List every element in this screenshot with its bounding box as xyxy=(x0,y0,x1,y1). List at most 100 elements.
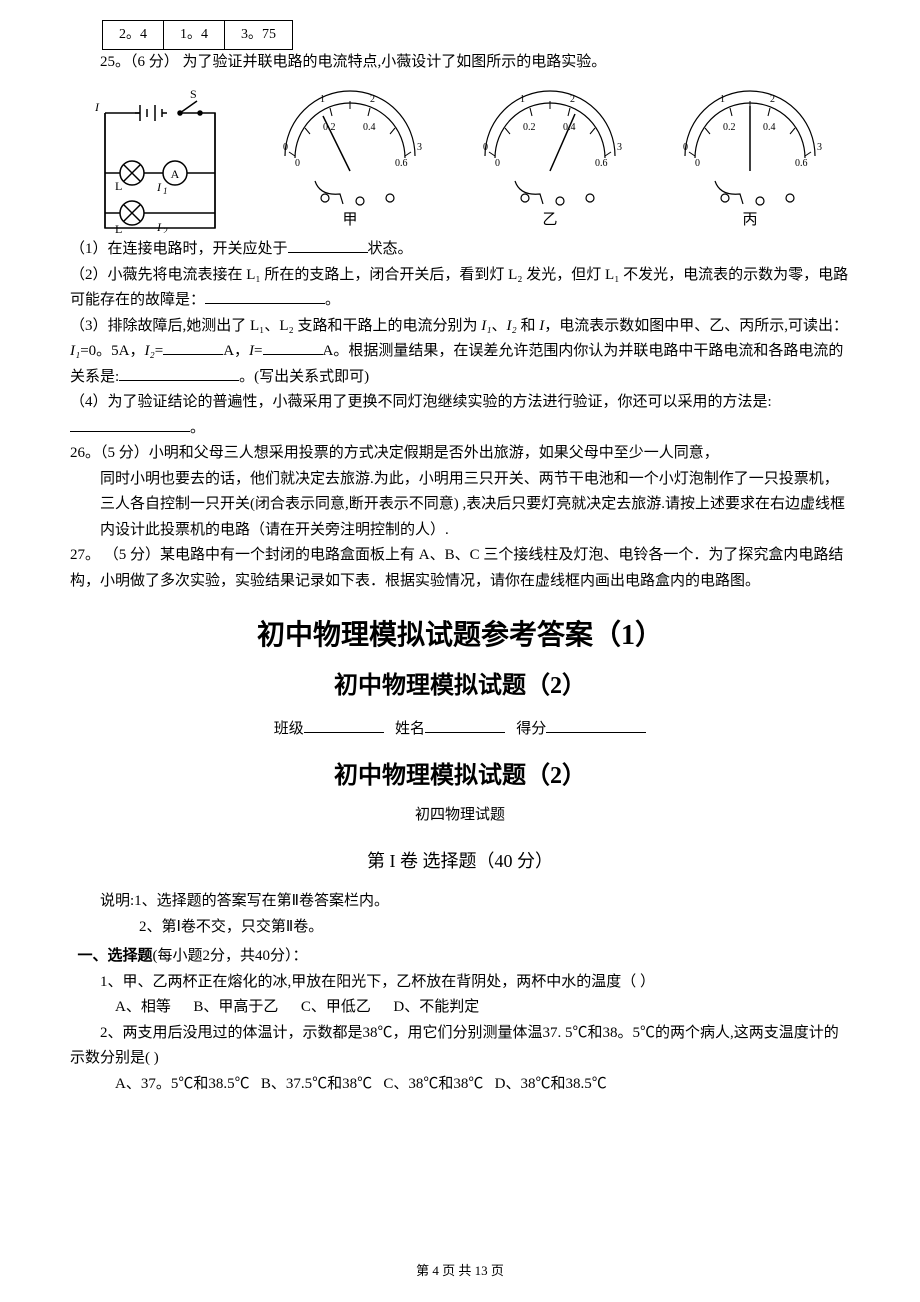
text: ，电流表示数如图中甲、乙、丙所示,可读出： xyxy=(544,318,848,334)
var-i2: I₂ xyxy=(145,343,155,359)
svg-text:0.6: 0.6 xyxy=(595,158,608,169)
q25-p3: （3）排除故障后,她测出了 L₁、L₂ 支路和干路上的电流分别为 I₁、I₂ 和… xyxy=(70,314,850,391)
ammeter-svg: 0 1 2 3 0 0.2 0.4 0.6 – 0.6 3 xyxy=(665,86,835,206)
table-cell: 3。75 xyxy=(225,21,293,50)
mcq1-d: D、不能判定 xyxy=(393,999,479,1015)
q25-stem: 25。（6 分） 为了验证并联电路的电流特点,小薇设计了如图所示的电路实验。 xyxy=(70,50,850,76)
document-page: 2。4 1。4 3。75 25。（6 分） 为了验证并联电路的电流特点,小薇设计… xyxy=(0,0,920,1302)
svg-text:2: 2 xyxy=(570,94,575,105)
q26-number: 26。（5 分） xyxy=(70,445,149,461)
ammeter-svg: 0 1 2 3 0 0.2 0.4 0.6 – 0.6 3 xyxy=(465,86,635,206)
var-i1: I₁ xyxy=(70,343,80,359)
svg-text:0: 0 xyxy=(483,142,488,153)
text: =0。5A， xyxy=(80,343,144,359)
small-data-table: 2。4 1。4 3。75 xyxy=(102,20,293,50)
instr-2: 2、第Ⅰ卷不交，只交第Ⅱ卷。 xyxy=(100,915,323,941)
blank xyxy=(546,717,646,733)
blank xyxy=(70,416,190,432)
ammeter-svg: 0 1 2 3 0 0.2 0.4 0.6 – 0.6 3 xyxy=(265,86,435,206)
blank xyxy=(425,717,505,733)
blank xyxy=(205,288,325,304)
svg-text:0.4: 0.4 xyxy=(563,122,576,133)
diagram-row: A I S L I 1 L xyxy=(70,83,850,233)
svg-text:3: 3 xyxy=(817,142,822,153)
svg-text:0.4: 0.4 xyxy=(763,122,776,133)
ammeter-label: 乙 xyxy=(542,208,557,234)
blank xyxy=(263,339,323,355)
label-score: 得分 xyxy=(516,721,546,737)
mcq2-c: C、38℃和38℃ xyxy=(383,1076,483,1092)
svg-text:0.2: 0.2 xyxy=(523,122,536,133)
svg-text:0.2: 0.2 xyxy=(323,122,336,133)
ammeter-label: 甲 xyxy=(342,208,357,234)
blank xyxy=(288,237,368,253)
svg-text:L: L xyxy=(115,179,122,193)
blank xyxy=(304,717,384,733)
mcq1-b: B、甲高于乙 xyxy=(193,999,278,1015)
text: （3）排除故障后,她测出了 L₁、L₂ 支路和干路上的电流分别为 xyxy=(70,318,481,334)
text: （2）小薇先将电流表接在 L₁ 所在的支路上，闭合开关后，看到灯 L₂ 发光，但… xyxy=(70,267,848,309)
svg-text:I: I xyxy=(156,220,162,233)
mcq2-a: A、37。5℃和38.5℃ xyxy=(115,1076,250,1092)
svg-text:I: I xyxy=(94,100,100,114)
q25-p1: （1）在连接电路时，开关应处于 状态。 xyxy=(70,237,850,263)
svg-text:3: 3 xyxy=(417,142,422,153)
q26: 26。（5 分）小明和父母三人想采用投票的方式决定假期是否外出旅游，如果父母中至… xyxy=(70,441,850,543)
q27-number: 27。 （5 分） xyxy=(70,547,160,563)
svg-text:1: 1 xyxy=(320,94,325,105)
text: 状态。 xyxy=(368,241,413,257)
mcq1-c: C、甲低乙 xyxy=(301,999,371,1015)
q25-text: 为了验证并联电路的电流特点,小薇设计了如图所示的电路实验。 xyxy=(179,54,607,70)
mcq1-choices: A、相等 B、甲高于乙 C、甲低乙 D、不能判定 xyxy=(70,995,850,1021)
text: （1）在连接电路时，开关应处于 xyxy=(70,241,288,257)
label-class: 班级 xyxy=(274,721,304,737)
var-i1: I₁ xyxy=(481,318,491,334)
svg-text:0.6: 0.6 xyxy=(395,158,408,169)
text: 、 xyxy=(492,318,507,334)
q27: 27。 （5 分）某电路中有一个封闭的电路盒面板上有 A、B、C 三个接线柱及灯… xyxy=(70,543,850,594)
text: = xyxy=(155,343,163,359)
svg-text:A: A xyxy=(171,167,180,181)
mcq2-b: B、37.5℃和38℃ xyxy=(261,1076,372,1092)
svg-text:3: 3 xyxy=(617,142,622,153)
q26-line2: 同时小明也要去的话，他们就决定去旅游.为此，小明用三只开关、两节干电池和一个小灯… xyxy=(70,467,850,544)
mcq2-stem: 2、两支用后没甩过的体温计，示数都是38℃，用它们分别测量体温37. 5℃和38… xyxy=(70,1021,850,1072)
form-line: 班级 姓名 得分 xyxy=(70,717,850,743)
text: = xyxy=(254,343,262,359)
svg-text:0: 0 xyxy=(295,158,300,169)
instructions: 说明:1、选择题的答案写在第Ⅱ卷答案栏内。 2、第Ⅰ卷不交，只交第Ⅱ卷。 xyxy=(70,889,850,940)
mcq2-choices: A、37。5℃和38.5℃ B、37.5℃和38℃ C、38℃和38℃ D、38… xyxy=(70,1072,850,1098)
svg-text:0.2: 0.2 xyxy=(723,122,736,133)
svg-text:I: I xyxy=(156,180,162,194)
section1-bold: 一、选择题 xyxy=(78,948,153,964)
svg-text:L: L xyxy=(115,222,122,233)
svg-text:1: 1 xyxy=(520,94,525,105)
q25-p4: （4）为了验证结论的普遍性，小薇采用了更换不同灯泡继续实验的方法进行验证，你还可… xyxy=(70,390,850,441)
svg-text:0.6: 0.6 xyxy=(795,158,808,169)
mcq2-d: D、38℃和38.5℃ xyxy=(495,1076,607,1092)
svg-text:2: 2 xyxy=(770,94,775,105)
svg-text:2: 2 xyxy=(163,226,168,233)
table-cell: 2。4 xyxy=(103,21,164,50)
subtitle: 初四物理试题 xyxy=(70,803,850,829)
blank xyxy=(163,339,223,355)
text: 。 xyxy=(190,420,205,436)
svg-text:0: 0 xyxy=(683,142,688,153)
table-cell: 1。4 xyxy=(164,21,225,50)
q25-p2: （2）小薇先将电流表接在 L₁ 所在的支路上，闭合开关后，看到灯 L₂ 发光，但… xyxy=(70,263,850,314)
q27-text: 某电路中有一个封闭的电路盒面板上有 A、B、C 三个接线柱及灯泡、电铃各一个．为… xyxy=(70,547,843,589)
instr-lead: 说明: xyxy=(100,893,134,909)
svg-text:0.4: 0.4 xyxy=(363,122,376,133)
title-exam2a: 初中物理模拟试题（2） xyxy=(70,666,850,707)
ammeter-bing: 0 1 2 3 0 0.2 0.4 0.6 – 0.6 3 丙 xyxy=(665,86,835,234)
title-answers: 初中物理模拟试题参考答案（1） xyxy=(70,612,850,660)
var-i2: I₂ xyxy=(507,318,517,334)
circuit-svg: A I S L I1 L xyxy=(85,83,235,233)
text: （4）为了验证结论的普遍性，小薇采用了更换不同灯泡继续实验的方法进行验证，你还可… xyxy=(70,394,772,410)
svg-text:0: 0 xyxy=(695,158,700,169)
text: 。(写出关系式即可) xyxy=(239,369,369,385)
circuit-diagram: A I S L I1 L xyxy=(85,83,235,233)
svg-text:S: S xyxy=(190,87,197,101)
text: 。 xyxy=(325,292,340,308)
text: 和 xyxy=(517,318,540,334)
